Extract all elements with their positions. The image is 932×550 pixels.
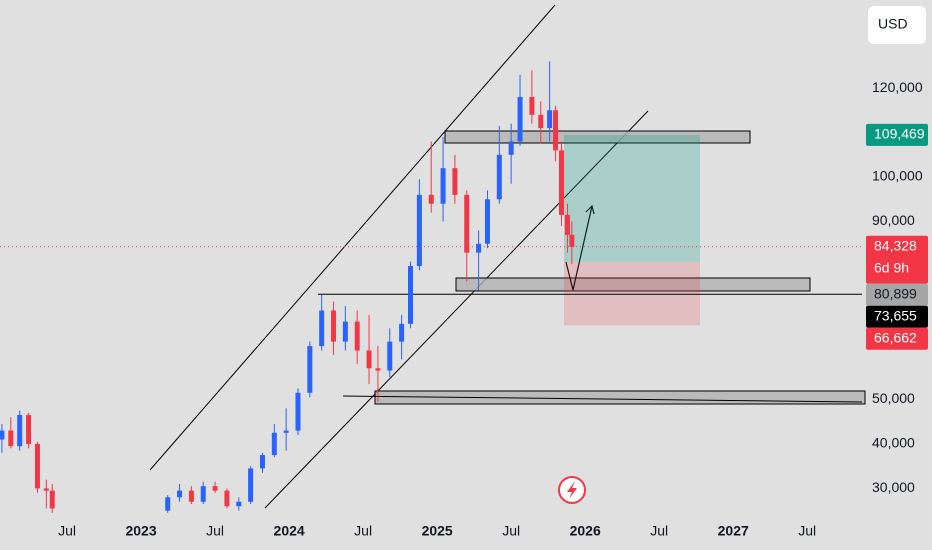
candle-body bbox=[452, 168, 458, 195]
candle-body bbox=[342, 321, 348, 342]
x-tick-label: 2024 bbox=[274, 523, 305, 539]
price-label-box bbox=[866, 305, 928, 328]
candle-body bbox=[248, 468, 254, 502]
candle-body bbox=[484, 199, 490, 244]
loss-zone bbox=[564, 262, 700, 326]
price-label: 66,662 bbox=[874, 329, 917, 345]
y-tick-label: 30,000 bbox=[872, 479, 915, 495]
price-label: 109,469 bbox=[874, 126, 925, 142]
candle-body bbox=[375, 368, 381, 371]
candle-body bbox=[547, 110, 553, 129]
channel-line bbox=[149, 4, 556, 471]
candle-body bbox=[476, 243, 482, 253]
price-label: 80,899 bbox=[874, 285, 917, 301]
candle-body bbox=[0, 430, 5, 440]
trend-line bbox=[342, 395, 863, 403]
y-tick-label: 40,000 bbox=[872, 435, 915, 451]
candle-body bbox=[26, 415, 32, 444]
candle-body bbox=[177, 490, 183, 498]
candle-body bbox=[271, 432, 277, 456]
candle-body bbox=[529, 96, 535, 115]
x-tick-label: Jul bbox=[650, 523, 668, 539]
price-label-box bbox=[866, 235, 928, 284]
candle-body bbox=[8, 430, 14, 447]
candle-body bbox=[43, 488, 49, 491]
candle-body bbox=[49, 490, 55, 509]
zone bbox=[455, 277, 811, 292]
candle-body bbox=[224, 490, 230, 507]
currency-box[interactable] bbox=[868, 6, 926, 44]
logo-bolt bbox=[567, 481, 577, 499]
candle-body bbox=[387, 341, 393, 371]
candle-body bbox=[307, 346, 313, 393]
x-tick-label: 2025 bbox=[422, 523, 453, 539]
candle-body bbox=[34, 443, 40, 489]
candle-body bbox=[319, 310, 325, 347]
candle-body bbox=[553, 110, 559, 151]
currency: USD bbox=[878, 16, 908, 32]
x-tick-label: 2023 bbox=[125, 523, 156, 539]
candle-body bbox=[295, 392, 301, 431]
candle-body bbox=[283, 430, 289, 433]
projection-arrow bbox=[565, 205, 593, 291]
countdown: 6d 9h bbox=[874, 259, 909, 275]
x-tick-label: Jul bbox=[206, 523, 224, 539]
candle-body bbox=[236, 501, 242, 507]
y-tick-label: 90,000 bbox=[872, 212, 915, 228]
candle-body bbox=[558, 150, 564, 215]
candle-body bbox=[407, 266, 413, 324]
candle-body bbox=[538, 114, 544, 129]
candle-body bbox=[517, 96, 523, 142]
candle-body bbox=[188, 490, 194, 502]
candle-body bbox=[508, 141, 514, 155]
x-tick-label: Jul bbox=[58, 523, 76, 539]
candle-body bbox=[464, 194, 470, 253]
candle-body bbox=[331, 310, 337, 342]
candle-body bbox=[366, 350, 372, 369]
y-tick-label: 100,000 bbox=[872, 168, 923, 184]
price-label: 84,328 bbox=[874, 237, 917, 253]
profit-zone bbox=[564, 134, 700, 263]
candle-body bbox=[564, 214, 570, 235]
candle-body bbox=[354, 321, 360, 351]
x-tick-label: Jul bbox=[798, 523, 816, 539]
price-label-box bbox=[866, 327, 928, 350]
channel-line bbox=[264, 110, 649, 509]
candle-body bbox=[212, 486, 218, 491]
candle-body bbox=[399, 323, 405, 342]
candle-body bbox=[200, 486, 206, 502]
candle-body bbox=[17, 415, 23, 447]
candle-body bbox=[428, 194, 434, 204]
y-tick-label: 120,000 bbox=[872, 79, 923, 95]
candle-body bbox=[416, 194, 422, 267]
candle-body bbox=[165, 497, 171, 511]
price-label: 73,655 bbox=[874, 307, 917, 323]
candle-body bbox=[440, 168, 446, 204]
x-tick-label: Jul bbox=[502, 523, 520, 539]
drawings bbox=[149, 4, 866, 509]
arrow-head bbox=[585, 204, 595, 215]
x-tick-label: 2026 bbox=[570, 523, 601, 539]
x-tick-label: Jul bbox=[354, 523, 372, 539]
price-label-box bbox=[866, 123, 928, 146]
candle-body bbox=[496, 154, 502, 200]
x-tick-label: 2027 bbox=[718, 523, 749, 539]
candle-body bbox=[569, 234, 575, 247]
y-tick-label: 50,000 bbox=[872, 390, 915, 406]
price-label-box bbox=[866, 283, 928, 306]
candle-body bbox=[259, 455, 265, 469]
